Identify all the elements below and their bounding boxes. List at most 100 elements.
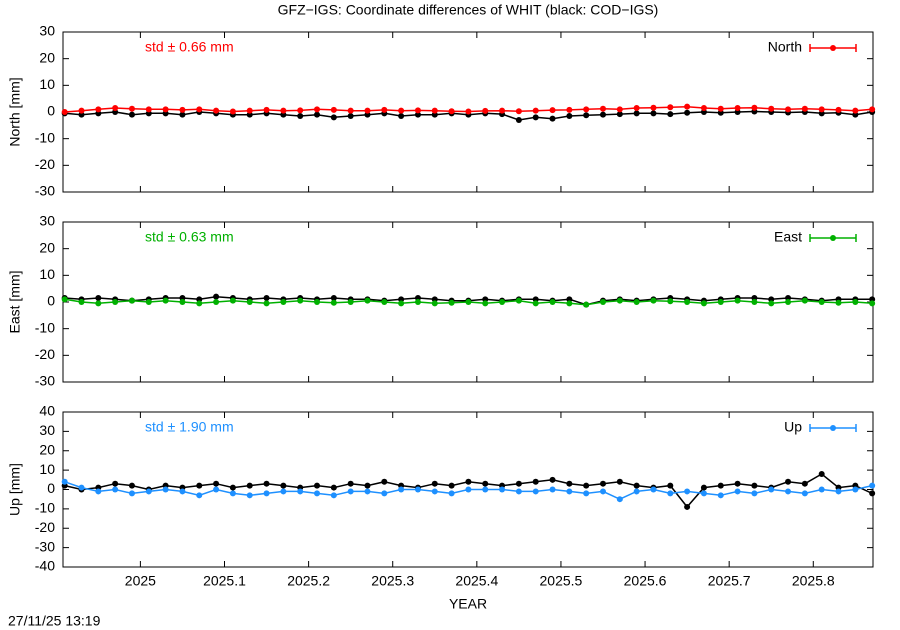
data-point <box>700 300 707 307</box>
data-point <box>818 106 825 113</box>
data-point <box>347 113 354 119</box>
data-point <box>314 106 321 113</box>
data-point <box>650 104 657 111</box>
data-point <box>684 103 691 110</box>
data-point <box>229 490 236 497</box>
y-tick-label: -10 <box>35 129 55 145</box>
y-tick-label: -30 <box>35 183 55 199</box>
data-point <box>616 297 623 304</box>
y-axis-label: East [mm] <box>7 270 23 333</box>
data-point <box>499 107 506 114</box>
data-point <box>162 297 169 304</box>
y-tick-label: 0 <box>47 480 55 496</box>
data-point <box>684 488 691 495</box>
data-point <box>515 488 522 495</box>
data-point <box>330 106 337 113</box>
data-point <box>515 480 522 487</box>
data-point <box>869 106 876 113</box>
data-point <box>330 114 337 121</box>
x-tick-label: 2025 <box>125 573 156 589</box>
data-point <box>263 490 270 497</box>
data-point <box>95 488 102 495</box>
data-point <box>515 117 522 123</box>
y-tick-label: -10 <box>35 500 55 516</box>
y-tick-label: 30 <box>39 23 55 39</box>
data-point <box>381 478 388 485</box>
data-point <box>566 480 573 487</box>
x-tick-label: 2025.8 <box>792 573 835 589</box>
data-point <box>179 488 186 495</box>
data-point <box>347 299 354 305</box>
data-point <box>768 300 775 307</box>
data-point <box>583 106 590 113</box>
y-tick-label: -20 <box>35 346 55 362</box>
data-point <box>616 478 623 485</box>
data-point <box>314 111 321 118</box>
data-point <box>532 114 539 121</box>
data-point <box>95 300 102 307</box>
y-tick-label: 0 <box>47 103 55 119</box>
data-point <box>600 488 606 495</box>
data-point <box>448 108 455 115</box>
data-point <box>128 297 135 304</box>
x-tick-label: 2025.7 <box>708 573 751 589</box>
data-point <box>398 107 405 114</box>
data-point <box>229 297 236 304</box>
data-point <box>61 109 68 115</box>
data-point <box>196 482 203 489</box>
legend-marker <box>830 235 836 241</box>
data-point <box>297 113 304 119</box>
data-point <box>515 108 522 115</box>
data-point <box>213 480 220 487</box>
y-tick-label: -10 <box>35 319 55 335</box>
data-point <box>381 106 388 113</box>
data-point <box>785 478 792 485</box>
data-point <box>869 490 876 497</box>
data-point <box>128 111 135 118</box>
data-point <box>246 482 253 489</box>
data-point <box>532 107 539 114</box>
data-point <box>835 488 842 495</box>
data-point <box>532 300 539 307</box>
y-tick-label: 10 <box>39 76 55 92</box>
data-point <box>633 482 640 489</box>
data-point <box>717 299 724 305</box>
y-tick-label: 40 <box>39 403 55 419</box>
data-point <box>549 486 556 493</box>
legend-marker <box>830 425 836 431</box>
data-point <box>616 106 623 113</box>
data-point <box>499 299 506 305</box>
data-point <box>751 482 758 489</box>
data-point <box>566 300 573 307</box>
data-point <box>633 105 640 111</box>
x-tick-label: 2025.3 <box>371 573 414 589</box>
data-point <box>398 486 405 493</box>
data-point <box>465 486 472 493</box>
data-point <box>364 488 371 495</box>
data-point <box>179 111 186 118</box>
data-point <box>112 105 119 111</box>
std-annotation: std ± 0.66 mm <box>145 39 234 55</box>
data-point <box>818 486 825 493</box>
data-point <box>213 299 220 305</box>
data-point <box>330 295 337 301</box>
data-point <box>314 490 321 497</box>
data-point <box>78 484 85 491</box>
timestamp: 27/11/25 13:19 <box>8 613 101 629</box>
data-point <box>280 488 287 495</box>
data-point <box>667 104 674 111</box>
data-point <box>263 106 270 113</box>
data-point <box>465 299 472 305</box>
data-point <box>700 484 707 491</box>
data-point <box>751 299 758 305</box>
data-point <box>869 482 876 489</box>
data-point <box>280 482 287 489</box>
data-point <box>734 297 741 304</box>
data-point <box>78 107 85 114</box>
data-point <box>263 300 270 307</box>
data-point <box>398 300 405 307</box>
data-point <box>549 476 556 483</box>
data-point <box>549 107 556 114</box>
data-point <box>768 486 775 493</box>
data-point <box>448 299 455 306</box>
